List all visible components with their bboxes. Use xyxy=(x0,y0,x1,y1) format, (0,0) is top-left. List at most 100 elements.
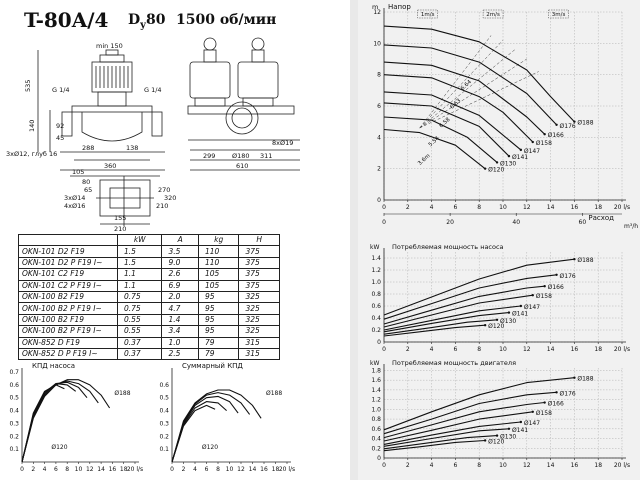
dim-min150: min 150 xyxy=(96,42,123,50)
series-label: Ø141 xyxy=(512,154,528,161)
dim-138: 138 xyxy=(126,144,138,152)
x-tick-label: 20 l/s xyxy=(614,204,630,211)
x-tick-label: 8 xyxy=(65,466,69,473)
series-end-marker xyxy=(573,376,576,379)
series-end-marker xyxy=(573,120,576,123)
dim-610: 610 xyxy=(236,162,248,170)
series-end-marker xyxy=(531,140,534,144)
series-label: Ø176 xyxy=(560,273,576,280)
dim-3x12: 3xØ12, глуб 16 xyxy=(6,150,57,158)
series-line xyxy=(383,74,534,143)
series-line xyxy=(383,274,557,320)
y-tick-label: 0 xyxy=(377,339,381,346)
series-line xyxy=(21,383,77,463)
x-tick-label: 16 xyxy=(571,204,579,211)
dim-360: 360 xyxy=(104,162,116,170)
x2-tick-label: 20 xyxy=(446,219,454,226)
series-line xyxy=(383,258,575,316)
dim-155: 155 xyxy=(114,214,126,222)
chart-unit: kW xyxy=(370,244,379,251)
y-tick-label: 0.2 xyxy=(9,433,19,440)
x2-tick-label: 40 xyxy=(512,219,520,226)
x-tick-label: 4 xyxy=(43,466,47,473)
x-tick-label: 12 xyxy=(86,466,94,473)
series-end-marker xyxy=(483,324,487,327)
x-tick-label: 2 xyxy=(31,466,35,473)
series-end-marker xyxy=(531,410,534,413)
dim-320: 320 xyxy=(164,194,176,202)
efficiency-line xyxy=(419,49,516,129)
spec-body: OKN-101 D2 F19 1.5 3.5 110 375 OKN-101 D2 P F… xyxy=(18,245,280,361)
y-tick-label: 10 xyxy=(373,40,381,47)
page-gutter xyxy=(350,0,358,480)
y-tick-label: 0.4 xyxy=(371,436,381,443)
y-tick-label: 1.4 xyxy=(371,255,381,262)
y-tick-label: 1.0 xyxy=(371,279,381,286)
y-tick-label: 0.3 xyxy=(9,420,19,427)
efficiency-label: 6.58 xyxy=(438,116,451,129)
series-line xyxy=(383,128,486,170)
series-label: Ø158 xyxy=(536,293,552,300)
series-line xyxy=(383,435,498,450)
y-tick-label: 0.5 xyxy=(159,395,169,402)
spec-cell-model: OKN-852 D P F19 I~ xyxy=(18,347,118,361)
x-tick-label: 12 xyxy=(523,462,531,469)
y-tick-label: 1.8 xyxy=(371,367,381,374)
series-label: Ø176 xyxy=(560,123,576,130)
series-label: Ø120 xyxy=(488,167,504,174)
series-line xyxy=(383,305,521,331)
x-tick-label: 16 xyxy=(571,462,579,469)
x-tick-label: 2 xyxy=(406,462,410,469)
y-tick-label: 0.8 xyxy=(371,416,381,423)
velocity-label: 2m/s xyxy=(486,12,500,18)
series-end-marker xyxy=(507,154,511,158)
x-tick-label: 10 xyxy=(499,346,507,353)
series-line xyxy=(171,392,251,463)
x-tick-label: 6 xyxy=(54,466,58,473)
y-tick-label: 4 xyxy=(377,134,381,141)
dim-288: 288 xyxy=(82,144,94,152)
velocity-box xyxy=(548,9,569,19)
velocity-box xyxy=(417,9,438,19)
series-label: Ø120 xyxy=(488,323,504,330)
series-line xyxy=(383,312,509,333)
x-tick-label: 12 xyxy=(523,346,531,353)
y-tick-label: 1.2 xyxy=(371,397,381,404)
series-line xyxy=(171,389,262,463)
x-tick-label: 8 xyxy=(216,466,220,473)
x-tick-label: 14 xyxy=(249,466,257,473)
x-tick-label: 16 xyxy=(109,466,117,473)
x-tick-label: 8 xyxy=(477,462,481,469)
dim-311: 311 xyxy=(260,152,272,160)
x-tick-label: 0 xyxy=(382,346,386,353)
dim-65: 65 xyxy=(84,186,92,194)
series-line xyxy=(383,401,545,439)
series-label: Ø130 xyxy=(500,318,516,325)
table-row: OKN-852 D P F19 I~ 0.37 2.5 79 315 xyxy=(18,347,280,361)
velocity-box xyxy=(482,9,504,19)
x-tick-label: 16 xyxy=(571,346,579,353)
y-tick-label: 6 xyxy=(377,103,381,110)
x-tick-label: 0 xyxy=(20,466,24,473)
x-axis-label: Расход xyxy=(588,214,614,222)
series-end-marker xyxy=(519,420,523,424)
annotation-label: Ø120 xyxy=(202,444,218,451)
y-tick-label: 0.4 xyxy=(159,408,169,415)
table-row: OKN-100 B2 F19 0.75 2.0 95 325 xyxy=(18,290,280,304)
x-tick-label: 12 xyxy=(523,204,531,211)
dim-535: 535 xyxy=(24,80,32,92)
y-tick-label: 0.1 xyxy=(9,446,19,453)
series-end-marker xyxy=(573,258,576,261)
dim-d180: Ø180 xyxy=(232,152,250,160)
series-line xyxy=(383,428,509,447)
x-tick-label: 20 l/s xyxy=(127,466,143,473)
series-label: Ø147 xyxy=(524,148,540,155)
x-tick-label: 2 xyxy=(406,204,410,211)
x-tick-label: 14 xyxy=(547,462,555,469)
x-tick-label: 6 xyxy=(453,204,457,211)
y-tick-label: 0.4 xyxy=(9,408,19,415)
dim-3x14: 3xØ14 xyxy=(64,194,85,202)
x-tick-label: 20 l/s xyxy=(279,466,295,473)
series-end-marker xyxy=(495,161,499,164)
